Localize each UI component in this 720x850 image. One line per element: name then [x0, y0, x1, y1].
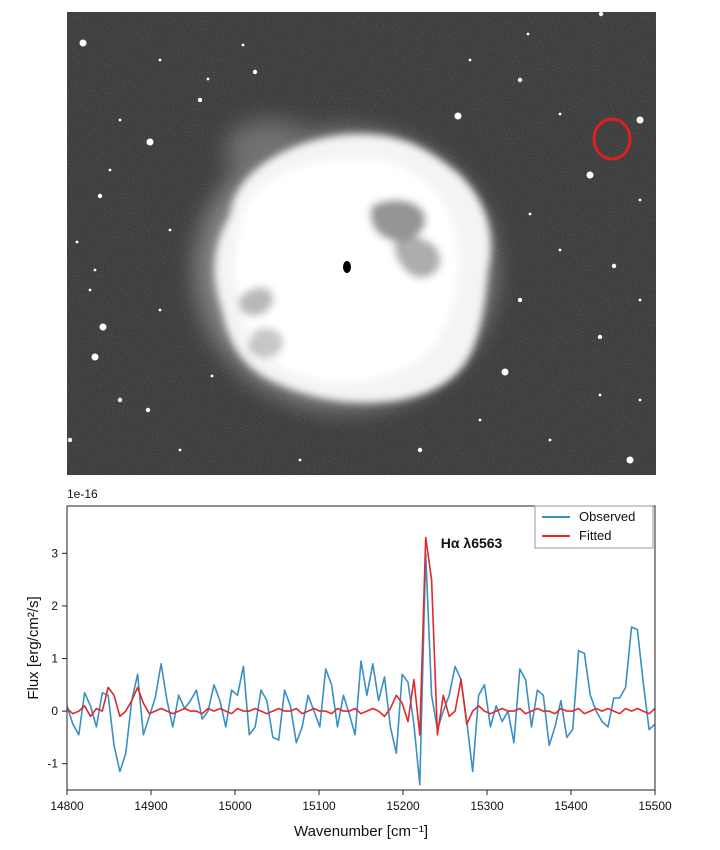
- star: [145, 407, 151, 413]
- legend: Observed Fitted: [534, 505, 654, 549]
- star: [501, 368, 509, 376]
- y-tick-label: 1: [51, 652, 58, 666]
- series-line-fitted: [67, 536, 655, 736]
- star: [158, 308, 162, 312]
- star: [168, 228, 172, 232]
- star: [97, 193, 103, 199]
- star: [597, 334, 603, 340]
- x-tick-label: 15500: [638, 799, 672, 813]
- star: [626, 456, 634, 464]
- h-alpha-annotation: Hα λ6563: [441, 535, 503, 551]
- star: [517, 77, 523, 83]
- star: [586, 171, 594, 179]
- star: [611, 263, 617, 269]
- x-tick-label: 15400: [554, 799, 588, 813]
- y-tick-label: 2: [51, 599, 58, 613]
- star: [526, 32, 530, 36]
- y-axis-label: Flux [erg/cm²/s]: [25, 596, 42, 699]
- central-star: [343, 261, 351, 273]
- nebula: [214, 134, 491, 403]
- star: [417, 447, 423, 453]
- y-tick-label: 3: [51, 546, 58, 560]
- star: [468, 58, 472, 62]
- x-tick-label: 15100: [302, 799, 336, 813]
- y-tick-label: -1: [47, 757, 58, 771]
- star: [99, 323, 107, 331]
- star: [158, 58, 162, 62]
- star: [558, 112, 562, 116]
- star: [548, 438, 552, 442]
- star: [146, 138, 154, 146]
- x-tick-label: 14800: [50, 799, 84, 813]
- x-tick-label: 14900: [134, 799, 168, 813]
- star: [117, 397, 123, 403]
- star: [210, 374, 214, 378]
- spectrum-plot: 14800 14900 15000 15100 15200 15300 15400 15500…: [25, 487, 672, 840]
- star: [178, 448, 182, 452]
- star-field: [67, 12, 644, 464]
- star: [75, 240, 79, 244]
- star: [88, 288, 92, 292]
- star: [638, 398, 642, 402]
- x-tick-label: 15300: [470, 799, 504, 813]
- x-tick-label: 15000: [218, 799, 252, 813]
- series-line-observed: [67, 552, 655, 786]
- plot-frame: [66, 505, 656, 791]
- target-marker-ring: [592, 117, 632, 161]
- star: [598, 12, 604, 17]
- star: [91, 353, 99, 361]
- star: [517, 297, 523, 303]
- legend-label-observed: Observed: [579, 509, 635, 524]
- star: [206, 77, 210, 81]
- star: [636, 116, 644, 124]
- offset-label: 1e-16: [67, 487, 98, 501]
- star: [638, 198, 642, 202]
- star: [252, 69, 258, 75]
- x-tick-label: 15200: [386, 799, 420, 813]
- star: [558, 248, 562, 252]
- star: [241, 43, 245, 47]
- star: [478, 418, 482, 422]
- x-axis-label: Wavenumber [cm⁻¹]: [294, 823, 428, 840]
- star: [598, 393, 602, 397]
- star: [93, 268, 97, 272]
- nebula-image-panel: [67, 12, 656, 475]
- star: [454, 112, 462, 120]
- star: [118, 118, 122, 122]
- star: [67, 437, 73, 443]
- star: [638, 298, 642, 302]
- star: [197, 97, 203, 103]
- legend-box: [534, 505, 654, 549]
- legend-label-fitted: Fitted: [579, 528, 612, 543]
- star: [528, 212, 532, 216]
- y-tick-label: 0: [51, 704, 58, 718]
- star: [298, 458, 302, 462]
- star: [79, 39, 87, 47]
- star: [108, 168, 112, 172]
